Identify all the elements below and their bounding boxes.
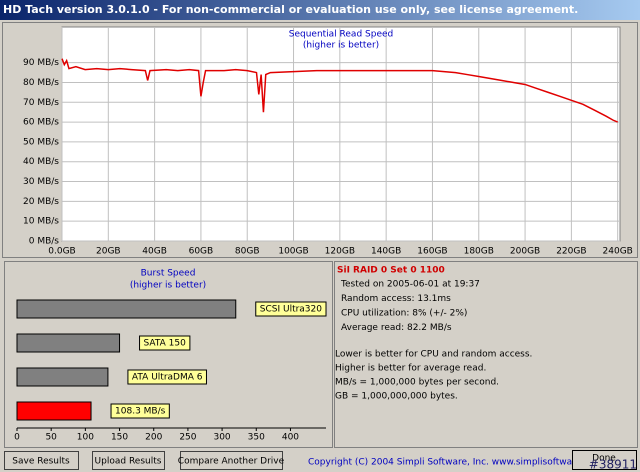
x-tick-label: 240GB (603, 247, 633, 257)
y-tick-label: 30 MB/s (23, 177, 59, 187)
button-label[interactable]: Compare Another Drive (178, 457, 285, 467)
result-line: CPU utilization: 8% (+/- 2%) (341, 309, 467, 319)
x-tick-label: 0.0GB (48, 247, 75, 257)
read-speed-line (61, 58, 618, 123)
note-line: Higher is better for average read. (335, 364, 486, 374)
chart-subtitle: (higher is better) (130, 281, 206, 291)
copyright: Copyright (C) 2004 Simpli Software, Inc.… (308, 458, 603, 468)
title-bar (0, 0, 640, 20)
x-tick-label: 250 (179, 433, 196, 443)
y-tick-label: 20 MB/s (23, 197, 59, 207)
bar-label-text: 108.3 MB/s (115, 407, 166, 417)
info-panel (334, 261, 638, 448)
x-tick-label: 40GB (142, 247, 167, 257)
y-tick-label: 10 MB/s (23, 217, 59, 227)
note-line: Lower is better for CPU and random acces… (335, 350, 532, 360)
bar-label-box (255, 301, 327, 317)
bar-label-text: SATA 150 (144, 339, 187, 349)
footer: Copyright (C) 2004 Simpli Software, Inc.… (4, 450, 637, 472)
button[interactable] (92, 451, 165, 470)
bar (16, 333, 121, 353)
x-tick-label: 200 (145, 433, 162, 443)
x-tick-label: 220GB (556, 247, 586, 257)
button-label[interactable]: Save Results (12, 457, 70, 467)
bar-label-text: SCSI Ultra320 (260, 305, 323, 315)
window-title: HD Tach version 3.0.1.0 - For non-commer… (3, 3, 578, 16)
x-tick-label: 100 (77, 433, 94, 443)
button-label[interactable]: Upload Results (95, 457, 162, 467)
y-tick-label: 50 MB/s (23, 137, 59, 147)
bar-label-box (139, 335, 191, 351)
x-tick-label: 60GB (189, 247, 214, 257)
y-tick-label: 0 MB/s (29, 237, 60, 247)
x-tick-label: 0 (14, 433, 20, 443)
button[interactable] (180, 451, 283, 470)
bar-label: SCSI Ultra320 (255, 301, 327, 317)
chart-title: Sequential Read Speed (289, 30, 394, 40)
info: SiI RAID 0 Set 0 1100 Tested on 2005-06-… (335, 266, 532, 402)
x-tick-label: 50 (45, 433, 57, 443)
chart-subtitle: (higher is better) (303, 41, 379, 51)
note-line: MB/s = 1,000,000 bytes per second. (335, 378, 499, 388)
chart-title: Burst Speed (141, 269, 196, 279)
plot-area (61, 26, 621, 242)
result-line: Random access: 13.1ms (341, 294, 451, 304)
x-tick-label: 180GB (464, 247, 494, 257)
bar-label: SATA 150 (139, 335, 191, 351)
x-tick-label: 160GB (417, 247, 447, 257)
note-line: GB = 1,000,000,000 bytes. (335, 392, 458, 402)
bar-label: 108.3 MB/s (110, 403, 170, 419)
x-tick-label: 140GB (371, 247, 401, 257)
drive-name: SiI RAID 0 Set 0 1100 (337, 266, 445, 276)
bar-label-box (110, 403, 170, 419)
result-line: Tested on 2005-06-01 at 19:37 (340, 280, 480, 290)
x-tick-label: 120GB (325, 247, 355, 257)
x-tick-label: 80GB (235, 247, 260, 257)
bar-label: ATA UltraDMA 6 (127, 369, 207, 385)
x-tick-label: 350 (248, 433, 265, 443)
x-tick-label: 150 (111, 433, 128, 443)
x-tick-label: 400 (282, 433, 299, 443)
x-tick-label: 200GB (510, 247, 540, 257)
bar-label-box (127, 369, 207, 385)
result-line: Average read: 82.2 MB/s (341, 323, 452, 333)
y-tick-label: 70 MB/s (23, 98, 59, 108)
button[interactable] (4, 451, 79, 470)
x-tick-label: 100GB (278, 247, 308, 257)
bar (16, 401, 92, 421)
bar (16, 367, 109, 387)
x-tick-label: 300 (213, 433, 230, 443)
y-tick-label: 80 MB/s (23, 78, 59, 88)
x-tick-label: 20GB (96, 247, 121, 257)
watermark: #38911 (589, 458, 637, 472)
bar (16, 299, 237, 319)
done-label[interactable]: Done (592, 454, 616, 464)
done-button[interactable] (572, 450, 637, 470)
y-tick-label: 40 MB/s (23, 157, 59, 167)
y-tick-label: 90 MB/s (23, 58, 59, 68)
y-tick-label: 60 MB/s (23, 118, 59, 128)
bar-label-text: ATA UltraDMA 6 (132, 373, 203, 383)
